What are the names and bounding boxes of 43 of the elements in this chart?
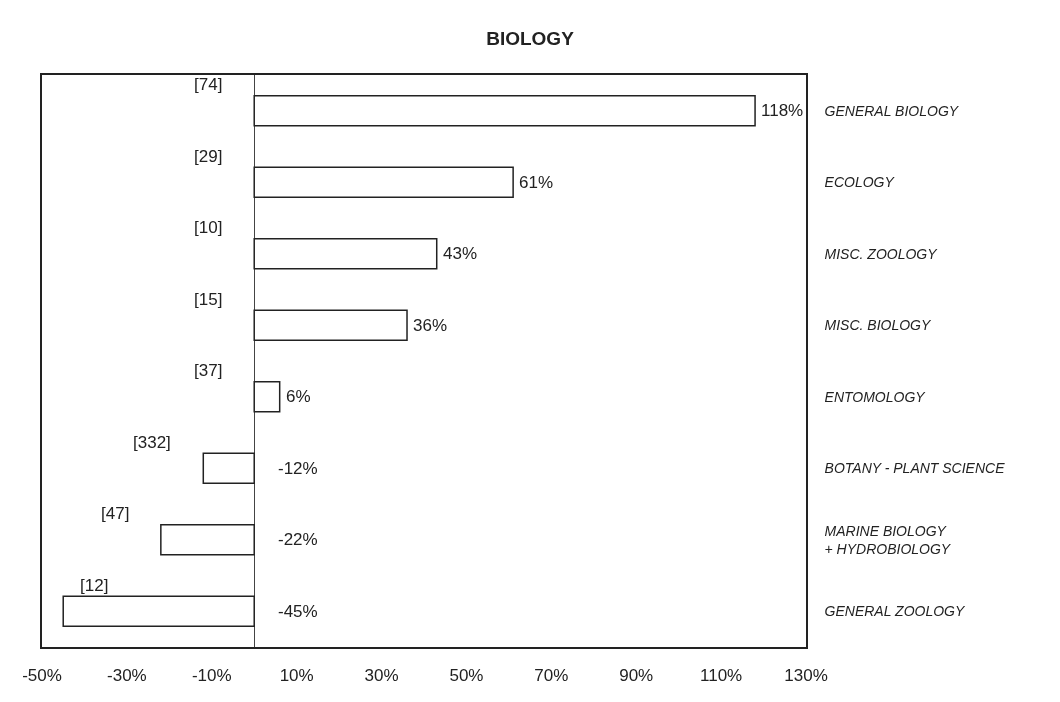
x-tick-label: 30%	[364, 666, 399, 686]
annotation: [47]	[101, 504, 130, 523]
data-label: 61%	[519, 173, 554, 192]
bar	[253, 166, 514, 199]
x-tick-label: 70%	[534, 666, 569, 686]
x-tick-label: 90%	[619, 666, 654, 686]
bar	[253, 237, 438, 270]
data-label: 36%	[413, 316, 448, 335]
y-tick-label: BOTANY - PLANT SCIENCE	[824, 460, 1006, 477]
y-tick-label: MARINE BIOLOGY + HYDROBIOLOGY	[824, 522, 952, 557]
bar	[253, 380, 281, 413]
y-tick-label: MISC. ZOOLOGY	[824, 245, 939, 262]
annotation: [12]	[80, 576, 109, 595]
y-tick-label: ECOLOGY	[824, 174, 896, 191]
bar	[253, 94, 756, 127]
x-tick-label: 50%	[449, 666, 484, 686]
data-label: 6%	[286, 387, 311, 406]
x-tick-label: -30%	[107, 666, 147, 686]
data-label: 43%	[443, 244, 478, 263]
annotation: [10]	[194, 218, 223, 237]
data-label: 118%	[761, 101, 804, 120]
x-tick-label: 10%	[279, 666, 314, 686]
bar	[253, 309, 408, 342]
y-tick-label: GENERAL ZOOLOGY	[824, 603, 966, 620]
y-tick-label: MISC. BIOLOGY	[824, 317, 933, 334]
data-label: -22%	[278, 530, 318, 549]
annotation: [29]	[194, 147, 223, 166]
x-tick-label: -50%	[22, 666, 62, 686]
bar	[62, 595, 255, 628]
x-tick-label: -10%	[191, 666, 232, 686]
annotation: [74]	[194, 75, 223, 94]
y-tick-label: GENERAL BIOLOGY	[824, 102, 960, 119]
bar	[160, 523, 255, 556]
chart-title: BIOLOGY	[486, 27, 575, 49]
x-tick-label: 110%	[700, 666, 743, 686]
annotation: [37]	[194, 361, 223, 380]
data-label: -12%	[278, 459, 318, 478]
x-tick-label: 130%	[784, 666, 828, 686]
annotation: [15]	[194, 290, 223, 309]
y-tick-label: ENTOMOLOGY	[824, 388, 927, 405]
data-label: -45%	[278, 602, 318, 621]
bar	[202, 452, 255, 485]
annotation: [332]	[133, 433, 171, 452]
